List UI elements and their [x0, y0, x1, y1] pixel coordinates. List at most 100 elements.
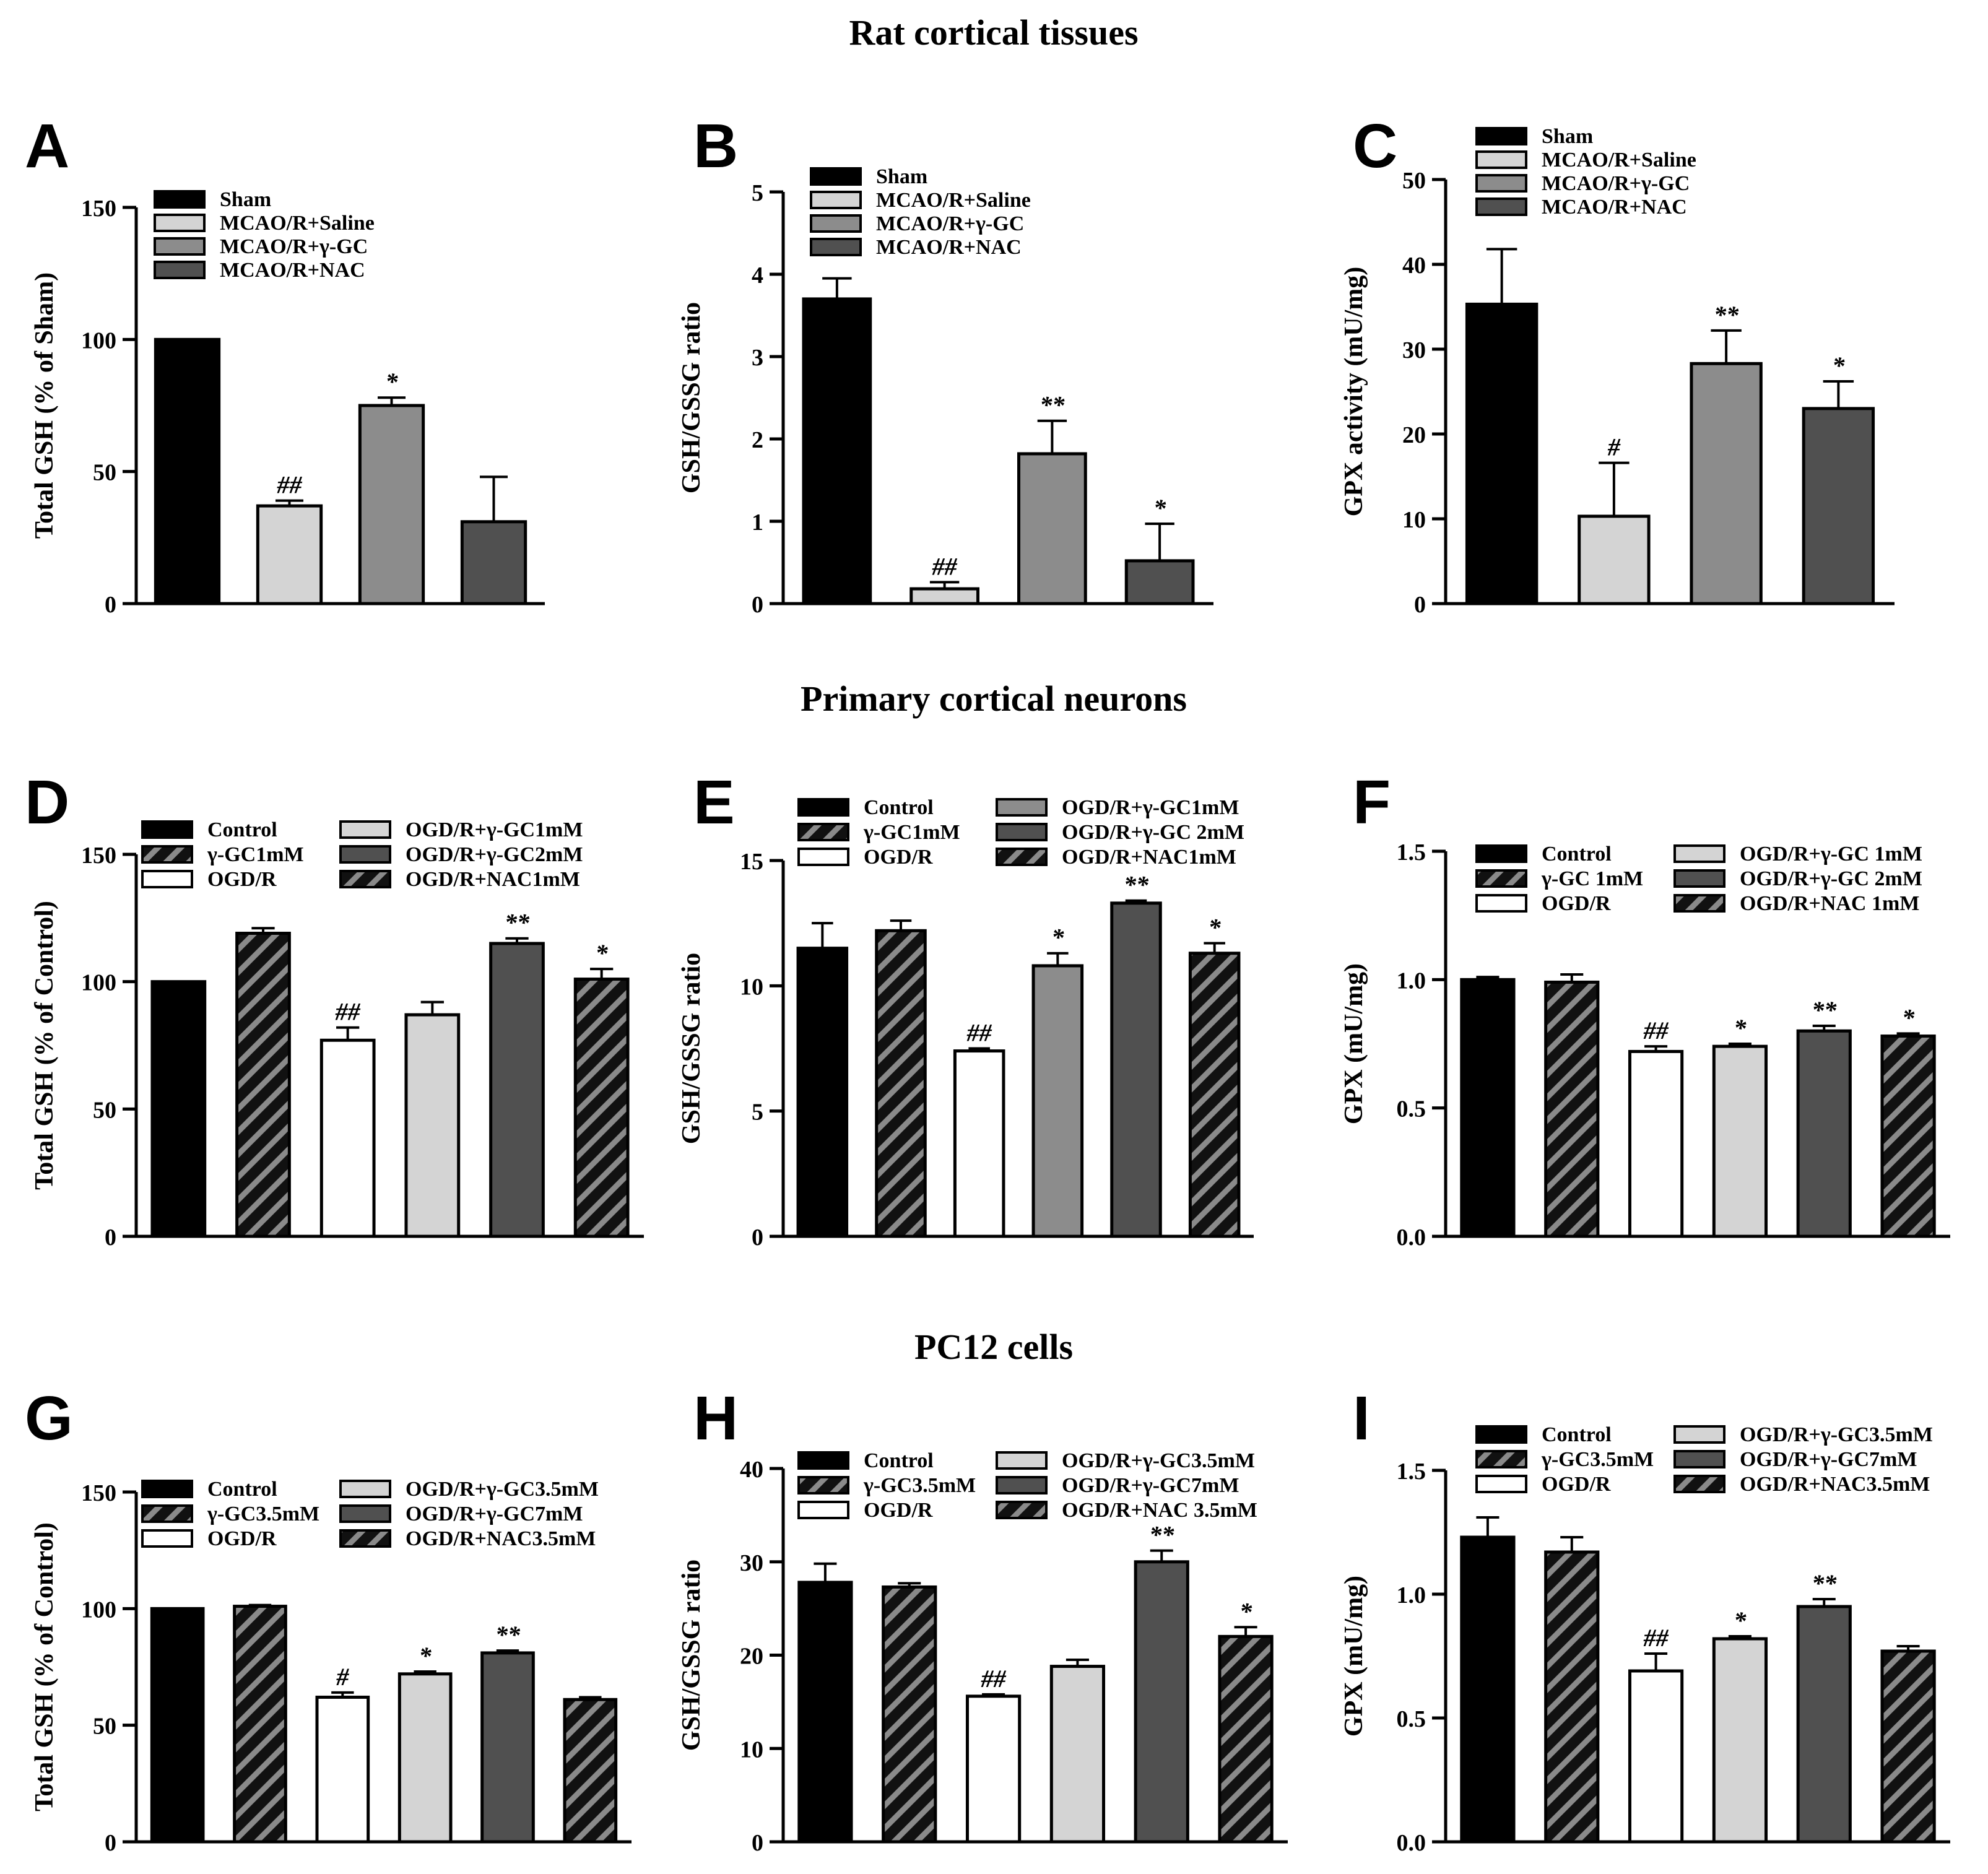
section-title-pc12: PC12 cells: [914, 1327, 1073, 1367]
legend-swatch: [996, 1451, 1048, 1470]
significance-label: ##: [932, 552, 958, 580]
bar-E-4: [1110, 901, 1162, 1238]
y-tick-label: 50: [93, 460, 116, 486]
significance-label: ##: [1643, 1624, 1669, 1652]
y-axis-label: GPX activity (mU/mg): [1340, 267, 1368, 517]
legend-swatch: [141, 1504, 193, 1523]
y-tick-label: 40: [740, 1457, 763, 1483]
legend-label: γ-GC3.5mM: [207, 1503, 319, 1525]
legend-label: OGD/R: [207, 868, 277, 891]
significance-label: ##: [981, 1665, 1007, 1693]
legend-label: OGD/R: [207, 1527, 277, 1550]
section-title-rat: Rat cortical tissues: [849, 12, 1138, 53]
y-tick-label: 4: [752, 262, 763, 288]
legend-label: OGD/R+γ-GC1mM: [406, 818, 583, 841]
legend-swatch: [1673, 894, 1725, 913]
y-axis-label: Total GSH (% of Control): [30, 1522, 59, 1811]
bar-F-0: [1460, 978, 1516, 1238]
legend-swatch: [1673, 844, 1725, 863]
y-axis-label: GSH/GSSG ratio: [677, 953, 706, 1144]
legend-swatch: [339, 820, 391, 839]
y-tick-label: 1.0: [1397, 968, 1426, 994]
legend-swatch: [1475, 1475, 1527, 1493]
bar-A-1: [256, 504, 323, 605]
y-axis-label: GPX (mU/mg): [1340, 1576, 1368, 1737]
legend-label: OGD/R: [1542, 1473, 1611, 1496]
legend-swatch: [141, 870, 193, 888]
bar-I-1: [1544, 1550, 1600, 1844]
significance-label: #: [336, 1663, 349, 1691]
bar-G-0: [150, 1607, 205, 1844]
bar-G-4: [480, 1651, 535, 1844]
legend-swatch: [339, 1529, 391, 1548]
legend-swatch: [1673, 1425, 1725, 1444]
bar-H-0: [797, 1581, 853, 1844]
legend-swatch: [154, 261, 206, 279]
legend-swatch: [339, 1504, 391, 1523]
y-tick-label: 0: [105, 1830, 116, 1856]
significance-label: *: [596, 939, 609, 967]
y-axis-label: Total GSH (% of Sham): [30, 272, 59, 539]
bar-F-1: [1544, 980, 1600, 1238]
legend-swatch: [996, 1476, 1048, 1494]
significance-label: ##: [966, 1019, 992, 1047]
y-axis-label: GSH/GSSG ratio: [677, 302, 706, 493]
panel-letter: I: [1353, 1384, 1370, 1453]
significance-label: *: [1734, 1014, 1747, 1042]
panel-letter: H: [693, 1384, 738, 1453]
significance-label: *: [419, 1642, 432, 1670]
bar-G-5: [563, 1698, 618, 1844]
bar-H-3: [1049, 1665, 1106, 1844]
y-tick-label: 150: [81, 1480, 116, 1506]
legend-swatch: [154, 237, 206, 256]
bar-D-0: [150, 980, 207, 1238]
legend-swatch: [797, 1501, 849, 1519]
legend-label: MCAO/R+Saline: [876, 189, 1031, 212]
bar-I-2: [1628, 1669, 1684, 1844]
legend-label: γ-GC1mM: [207, 843, 304, 866]
significance-label: *: [1209, 914, 1222, 942]
legend-label: OGD/R+γ-GC 2mM: [1740, 867, 1922, 890]
bar-G-1: [233, 1605, 287, 1844]
y-tick-label: 10: [1402, 507, 1426, 533]
bar-F-5: [1880, 1035, 1936, 1238]
panel-letter: A: [25, 111, 69, 181]
bar-B-3: [1124, 559, 1195, 605]
y-tick-label: 0: [105, 592, 116, 618]
bar-C-2: [1690, 362, 1763, 605]
legend-swatch: [141, 845, 193, 864]
legend-label: Control: [1542, 1423, 1612, 1446]
legend-label: MCAO/R+NAC: [220, 259, 365, 282]
y-tick-label: 20: [1402, 422, 1426, 448]
legend-label: OGD/R+NAC1mM: [406, 868, 580, 891]
legend-swatch: [1475, 1425, 1527, 1444]
y-tick-label: 50: [93, 1714, 116, 1740]
legend-label: MCAO/R+γ-GC: [876, 212, 1024, 235]
legend-label: γ-GC 1mM: [1541, 867, 1643, 890]
legend-swatch: [339, 1480, 391, 1498]
y-tick-label: 150: [81, 196, 116, 222]
bar-A-3: [460, 520, 527, 605]
bar-A-0: [154, 337, 221, 605]
bar-I-3: [1712, 1637, 1768, 1844]
legend-label: OGD/R+γ-GC2mM: [406, 843, 583, 866]
y-tick-label: 5: [752, 1100, 763, 1126]
legend-swatch: [797, 1476, 849, 1494]
legend-label: OGD/R+γ-GC7mM: [1740, 1448, 1917, 1471]
legend-label: γ-GC3.5mM: [863, 1474, 976, 1497]
bar-D-1: [235, 932, 291, 1238]
y-tick-label: 5: [752, 180, 763, 206]
y-tick-label: 1: [752, 510, 763, 536]
bar-G-3: [397, 1672, 453, 1844]
y-tick-label: 3: [752, 345, 763, 371]
legend-swatch: [1475, 127, 1527, 145]
legend-swatch: [141, 820, 193, 839]
